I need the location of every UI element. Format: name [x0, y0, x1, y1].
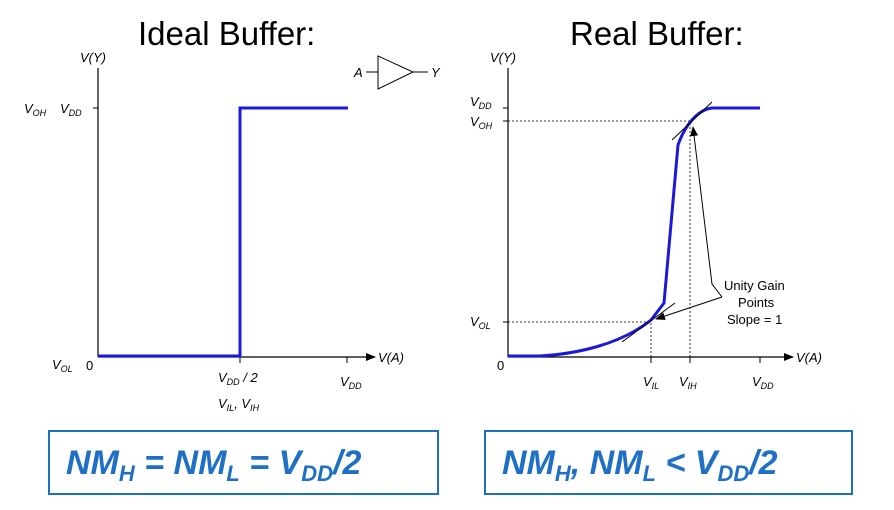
ideal-vil-vih-label: VIL, VIH: [218, 396, 260, 413]
ideal-y-axis-label: V(Y): [80, 50, 106, 65]
ideal-x-axis-label: V(A): [378, 350, 404, 365]
ideal-title: Ideal Buffer:: [138, 15, 315, 52]
ideal-vol-label: VOL: [52, 357, 73, 374]
symbol-input-label: A: [353, 65, 363, 80]
real-vol-label: VOL: [470, 314, 491, 331]
real-buffer-panel: Real Buffer: V(Y) V(A) VDD VOH VOL 0 VIL…: [470, 15, 853, 495]
ideal-vdd-y-label: VDD: [60, 101, 82, 118]
real-transfer-curve: [508, 106, 760, 358]
ideal-noise-margin-formula: NMH = NML = VDD/2: [66, 444, 362, 486]
real-vil-label: VIL: [643, 374, 659, 391]
ideal-vdd-x-label: VDD: [340, 374, 362, 391]
real-vdd-y-label: VDD: [470, 94, 492, 111]
unity-gain-note-line3: Slope = 1: [727, 312, 782, 327]
real-noise-margin-formula: NMH, NML < VDD/2: [502, 444, 778, 486]
real-y-axis-label: V(Y): [490, 50, 516, 65]
real-voh-label: VOH: [470, 114, 493, 131]
real-x-axis-label: V(A): [796, 350, 822, 365]
unity-gain-note-line2: Points: [738, 295, 775, 310]
real-tangent-low: [621, 302, 676, 343]
ideal-voh-label: VOH: [24, 101, 47, 118]
buffer-symbol-icon: A Y: [353, 55, 441, 90]
real-voh-vih-guide: [508, 120, 691, 357]
ideal-noise-margin-box: [48, 430, 439, 495]
ideal-buffer-panel: Ideal Buffer: A Y V(Y) V(A) VOH VDD VOL …: [24, 15, 441, 495]
ideal-zero-label: 0: [86, 358, 93, 373]
real-vdd-x-label: VDD: [752, 374, 774, 391]
real-title: Real Buffer:: [570, 15, 744, 52]
real-noise-margin-box: [484, 430, 853, 495]
real-tangent-high: [671, 101, 713, 141]
real-vih-label: VIH: [679, 374, 697, 391]
ideal-vdd2-label: VDD / 2: [218, 370, 259, 387]
unity-gain-note-line1: Unity Gain: [724, 278, 785, 293]
symbol-output-label: Y: [431, 65, 441, 80]
arrow-to-lower-unity-point: [655, 296, 723, 320]
real-zero-label: 0: [497, 358, 504, 373]
arrow-to-upper-unity-point: [690, 126, 723, 298]
ideal-transfer-curve: [98, 106, 348, 358]
